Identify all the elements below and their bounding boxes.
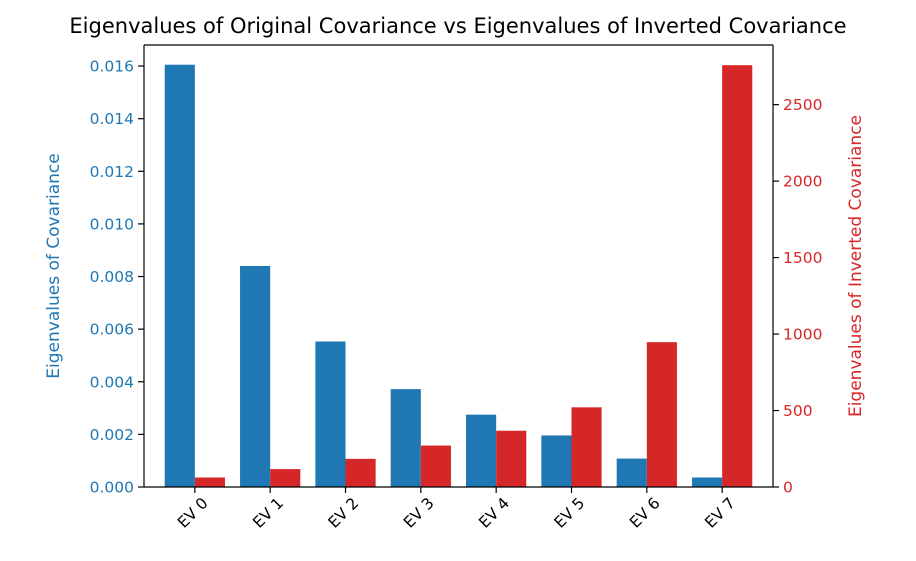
y-right-tick-label-5: 2500 xyxy=(783,96,822,114)
y-right-tick-label-1: 500 xyxy=(783,402,813,420)
y-right-tick-label-3: 1500 xyxy=(783,249,822,267)
bar-inverted-1 xyxy=(270,469,301,487)
bar-inverted-7 xyxy=(722,65,753,487)
y-left-tick-label-3: 0.006 xyxy=(90,321,134,339)
bar-covariance-0 xyxy=(164,64,195,487)
y-right-label: Eigenvalues of Inverted Covariance xyxy=(846,115,866,417)
y-right-tick-label-2: 1000 xyxy=(783,326,822,344)
bar-covariance-4 xyxy=(466,414,497,487)
y-left-tick-label-8: 0.016 xyxy=(90,58,134,76)
x-tick-label-4: EV 4 xyxy=(475,494,513,532)
y-right-tick-label-4: 2000 xyxy=(783,173,822,191)
chart-title: Eigenvalues of Original Covariance vs Ei… xyxy=(69,14,846,38)
y-right-tick-label-0: 0 xyxy=(783,479,793,497)
x-tick-label-7: EV 7 xyxy=(701,494,739,532)
bar-inverted-0 xyxy=(194,477,225,487)
x-tick-label-5: EV 5 xyxy=(551,494,589,532)
x-tick-label-0: EV 0 xyxy=(174,494,212,532)
bar-covariance-2 xyxy=(315,341,346,487)
x-tick-label-1: EV 1 xyxy=(249,494,287,532)
y-left-label: Eigenvalues of Covariance xyxy=(44,153,64,378)
bars-layer xyxy=(164,64,753,487)
bar-inverted-4 xyxy=(496,430,527,487)
y-left-tick-label-6: 0.012 xyxy=(90,163,134,181)
bar-covariance-7 xyxy=(692,477,723,487)
axes-layer: 0.000 0.002 0.004 0.006 0.008 0.010 0.012 0.014… xyxy=(90,44,822,532)
y-left-tick-label-5: 0.010 xyxy=(90,215,134,233)
y-left-tick-label-2: 0.004 xyxy=(90,373,134,391)
bar-inverted-6 xyxy=(646,342,677,487)
bar-covariance-6 xyxy=(616,458,647,487)
bar-inverted-3 xyxy=(420,445,451,487)
bar-covariance-3 xyxy=(390,389,421,487)
y-left-tick-label-7: 0.014 xyxy=(90,110,134,128)
x-tick-label-3: EV 3 xyxy=(400,494,438,532)
bar-covariance-1 xyxy=(240,266,271,487)
y-left-tick-label-0: 0.000 xyxy=(90,479,134,497)
x-tick-label-2: EV 2 xyxy=(325,494,363,532)
x-tick-label-6: EV 6 xyxy=(626,494,664,532)
bar-covariance-5 xyxy=(541,435,572,487)
y-left-tick-label-1: 0.002 xyxy=(90,426,134,444)
bar-inverted-2 xyxy=(345,458,376,487)
bar-inverted-5 xyxy=(571,407,602,487)
y-left-tick-label-4: 0.008 xyxy=(90,268,134,286)
